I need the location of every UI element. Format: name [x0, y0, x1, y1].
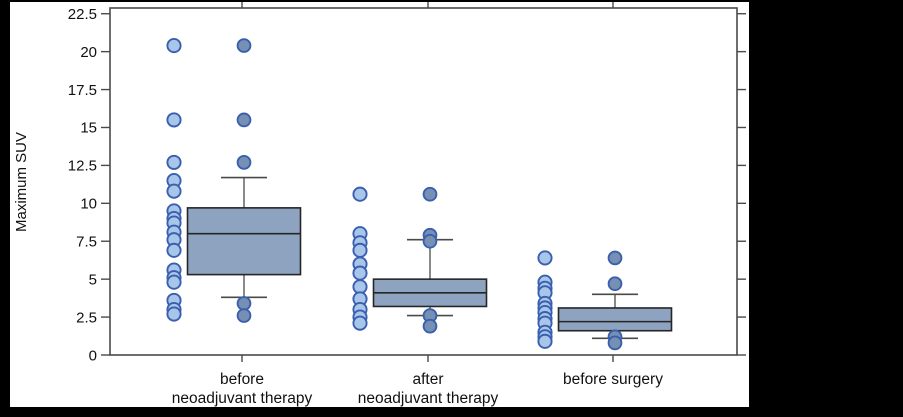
y-tick-label: 5 — [89, 271, 97, 288]
y-tick-label: 17.5 — [68, 82, 97, 99]
y-tick-label: 12.5 — [68, 158, 97, 175]
box — [557, 307, 673, 332]
outlier-point — [422, 318, 438, 334]
strip-point — [537, 250, 553, 266]
figure-canvas — [10, 2, 749, 407]
outlier-point — [422, 233, 438, 249]
box — [186, 207, 302, 276]
strip-point — [166, 183, 182, 199]
plot-frame — [109, 7, 738, 356]
x-axis-label: before — [220, 371, 264, 388]
strip-point — [166, 154, 182, 170]
x-axis-label: neoadjuvant therapy — [172, 390, 313, 407]
y-tick-label: 22.5 — [68, 6, 97, 23]
strip-point — [166, 274, 182, 290]
outlier-point — [236, 38, 252, 53]
outlier-point — [236, 296, 252, 311]
y-tick-label: 10 — [80, 196, 97, 213]
y-tick-label: 20 — [80, 44, 97, 61]
outlier-point — [236, 155, 252, 170]
y-axis-title: Maximum SUV — [13, 132, 30, 232]
outlier-point — [422, 186, 438, 202]
y-tick-label: 2.5 — [76, 309, 97, 326]
outlier-point — [236, 308, 252, 323]
x-axis-label: neoadjuvant therapy — [358, 390, 499, 407]
strip-point — [166, 242, 182, 258]
outlier-point — [607, 335, 623, 351]
strip-point — [352, 242, 368, 258]
strip-point — [166, 38, 182, 54]
strip-point — [352, 315, 368, 331]
y-tick-label: 0 — [89, 347, 97, 364]
outlier-point — [236, 112, 252, 128]
y-tick-label: 7.5 — [76, 233, 97, 250]
outlier-point — [607, 250, 623, 266]
outlier-point — [607, 276, 623, 292]
x-axis-label: before surgery — [563, 371, 663, 388]
y-tick-label: 15 — [80, 120, 97, 137]
strip-point — [537, 333, 553, 349]
strip-point — [166, 112, 182, 128]
strip-point — [166, 306, 182, 322]
x-axis-label: after — [412, 371, 443, 388]
plot-area: 0 2.5 5 7.5 10 12.5 15 17.5 20 22.5 before neoadjuv… — [68, 2, 746, 407]
strip-point — [352, 186, 368, 202]
strip-point — [352, 265, 368, 281]
